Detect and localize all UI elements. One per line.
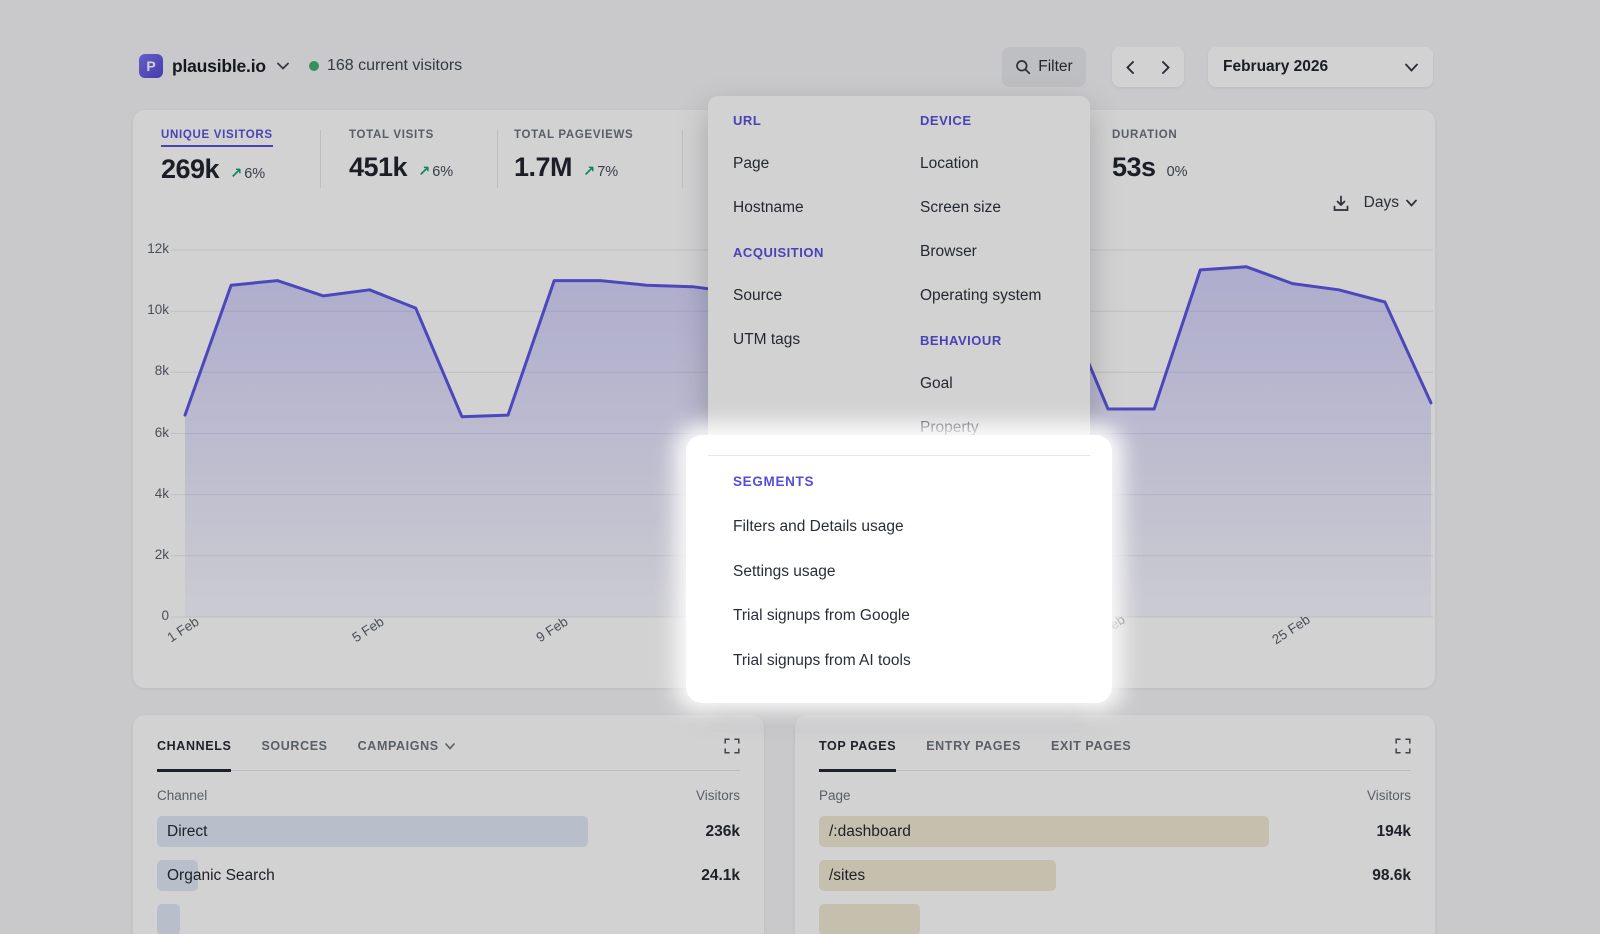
- segments-spotlight: SEGMENTS Filters and Details usage Setti…: [686, 435, 1112, 703]
- divider: [708, 455, 1090, 456]
- segment-item-trial-signups-google[interactable]: Trial signups from Google: [733, 594, 1088, 639]
- plausible-dashboard: P plausible.io 168 current visitors Filt…: [0, 0, 1600, 934]
- segments-group-title: SEGMENTS: [733, 471, 814, 491]
- segment-item-filters-details-usage[interactable]: Filters and Details usage: [733, 505, 1088, 550]
- segment-item-trial-signups-ai-tools[interactable]: Trial signups from AI tools: [733, 639, 1088, 684]
- segment-item-settings-usage[interactable]: Settings usage: [733, 550, 1088, 595]
